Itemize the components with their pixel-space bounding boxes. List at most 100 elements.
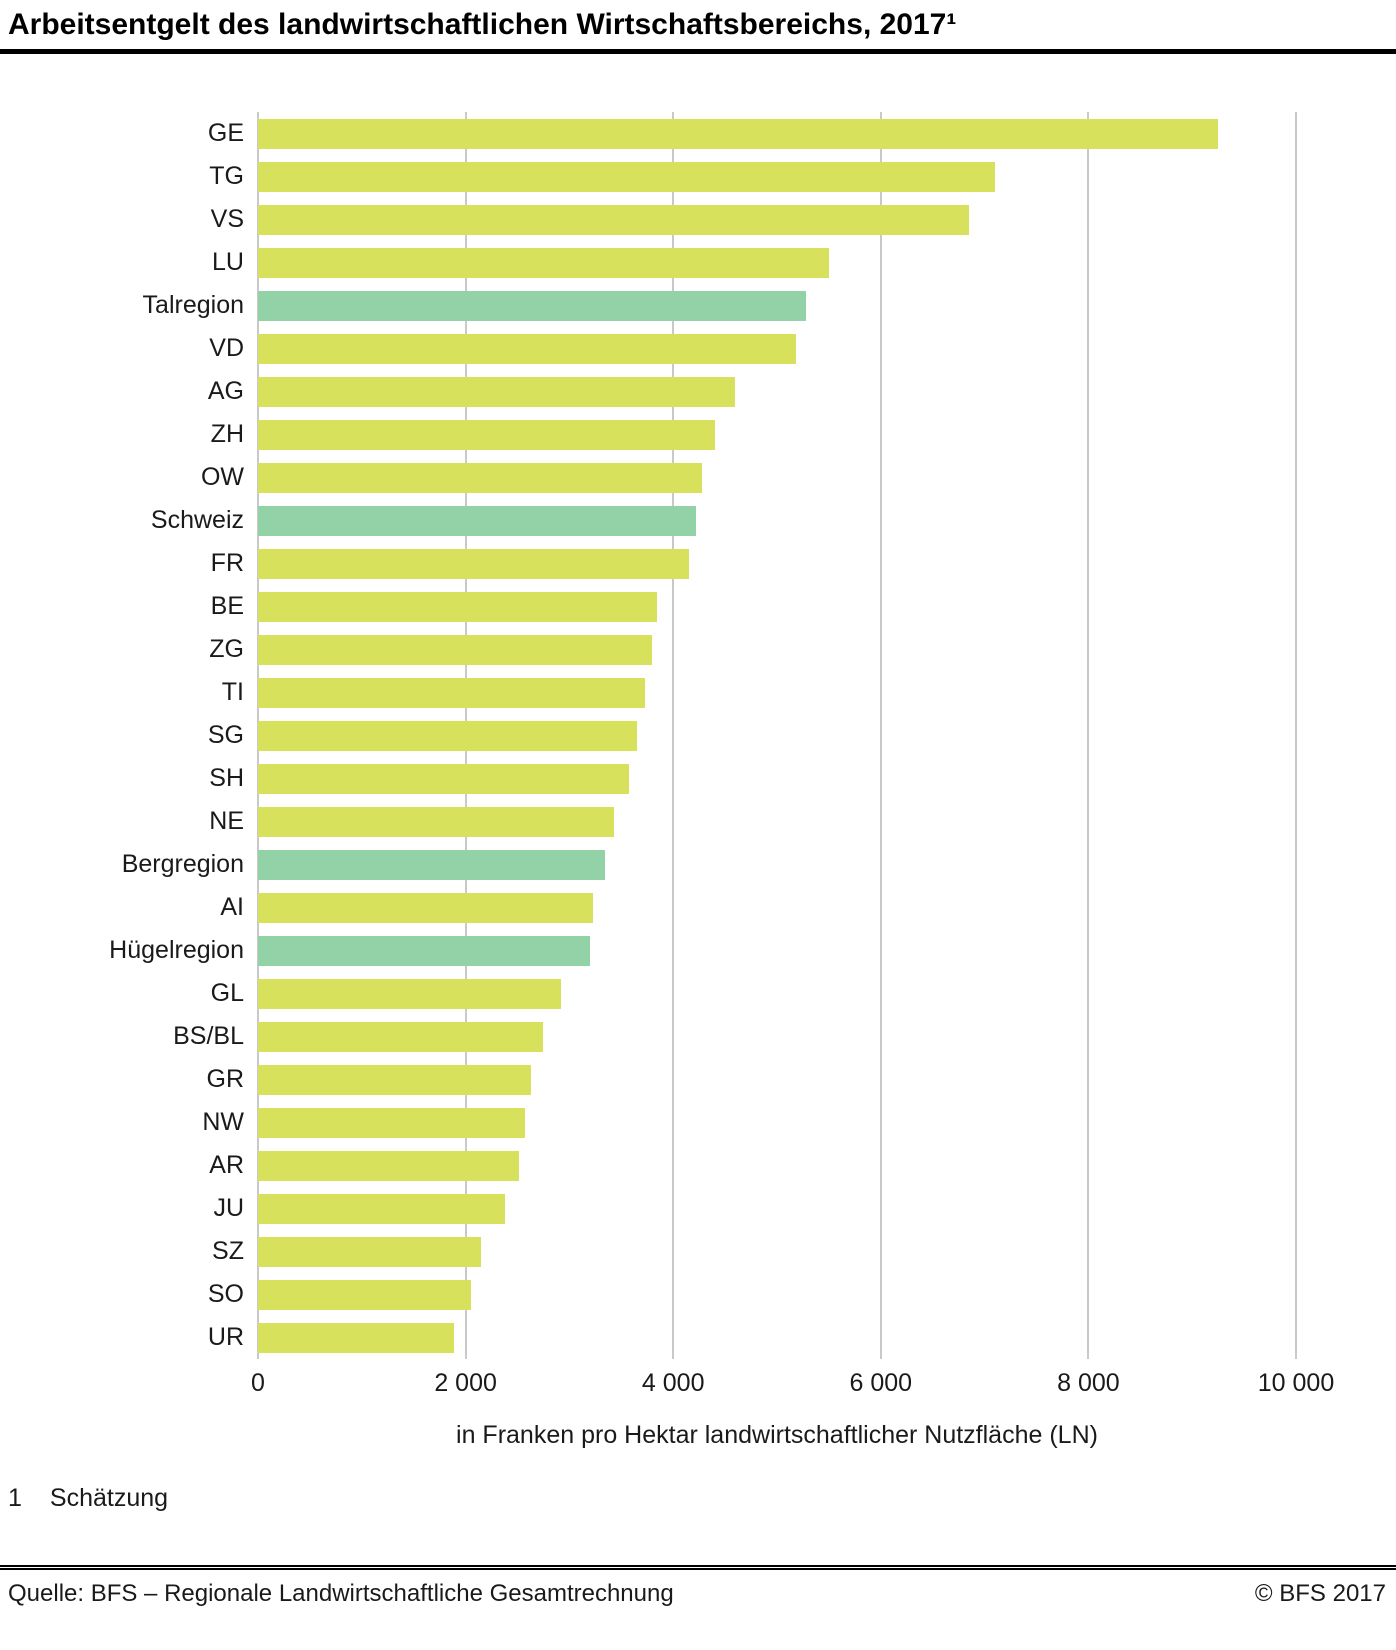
bar-row: AR xyxy=(10,1144,1296,1187)
bar-track xyxy=(258,1150,1296,1181)
category-label: NW xyxy=(202,1108,244,1136)
bar-track xyxy=(258,1279,1296,1310)
bar-track xyxy=(258,634,1296,665)
category-label: Bergregion xyxy=(121,850,244,878)
x-tick-label: 4 000 xyxy=(641,1369,705,1397)
bar xyxy=(258,247,829,278)
gridline xyxy=(1087,112,1090,1359)
bar-track xyxy=(258,720,1296,751)
category-label: UR xyxy=(207,1323,244,1351)
bar-track xyxy=(258,1107,1296,1138)
bar xyxy=(258,806,615,837)
bar-row: SO xyxy=(10,1273,1296,1316)
bar-track xyxy=(258,290,1296,321)
x-axis-label: in Franken pro Hektar landwirtschaftlich… xyxy=(456,1421,1098,1449)
bar-row: GL xyxy=(10,972,1296,1015)
category-label: GR xyxy=(206,1065,245,1093)
bar-row: Schweiz xyxy=(10,499,1296,542)
category-label: SH xyxy=(209,764,244,792)
bar-row: TI xyxy=(10,671,1296,714)
footnote-text: Schätzung xyxy=(49,1484,169,1512)
bar-track xyxy=(258,978,1296,1009)
category-label: Schweiz xyxy=(150,506,244,534)
x-axis-ticks: 0 2 000 4 000 6 000 8 000 10 000 xyxy=(251,1369,1334,1399)
bar-track xyxy=(258,1322,1296,1353)
gridline xyxy=(672,112,675,1359)
bar-row: AI xyxy=(10,886,1296,929)
bar xyxy=(258,763,629,794)
footnote-marker: 1 xyxy=(8,1484,22,1512)
plot-area: GE TG VS LU Talregion VD AG ZH OW Schweiz FR BE ZG TI… xyxy=(10,112,1297,1359)
gridline xyxy=(879,112,882,1359)
bar-chart: GE TG VS LU Talregion VD AG ZH OW Schweiz FR BE ZG TI… xyxy=(10,112,1334,1450)
x-tick-label: 2 000 xyxy=(434,1369,497,1397)
bar-track xyxy=(258,1236,1296,1267)
bar-row: FR xyxy=(10,542,1296,585)
category-label: BE xyxy=(210,592,244,620)
bar-track xyxy=(258,376,1296,407)
bar-track xyxy=(258,763,1296,794)
bar-row: GE xyxy=(10,112,1296,155)
title-divider xyxy=(0,49,1396,54)
bar-row: NE xyxy=(10,800,1296,843)
bar-track xyxy=(258,247,1296,278)
bar xyxy=(258,591,657,622)
bar-row: OW xyxy=(10,456,1296,499)
x-tick-label: 8 000 xyxy=(1057,1369,1120,1397)
copyright-text: © BFS 2017 xyxy=(1254,1580,1386,1607)
bar xyxy=(258,505,697,536)
bar xyxy=(258,1279,471,1310)
bar-track xyxy=(258,849,1296,880)
bar-row: SG xyxy=(10,714,1296,757)
bar-track xyxy=(258,419,1296,450)
bar-row: UR xyxy=(10,1316,1296,1359)
bar-track xyxy=(258,892,1296,923)
bar xyxy=(258,634,653,665)
category-label: AR xyxy=(209,1151,244,1179)
bar xyxy=(258,1322,455,1353)
bar-track xyxy=(258,677,1296,708)
category-label: JU xyxy=(213,1194,244,1222)
footnote: 1 Schätzung xyxy=(0,1484,1396,1513)
bar-track xyxy=(258,806,1296,837)
bar xyxy=(258,1193,506,1224)
category-label: GE xyxy=(207,119,244,147)
bar-row: AG xyxy=(10,370,1296,413)
bar-row: JU xyxy=(10,1187,1296,1230)
bar-track xyxy=(258,118,1296,149)
category-label: NE xyxy=(209,807,244,835)
bar-row: ZH xyxy=(10,413,1296,456)
bar xyxy=(258,333,796,364)
bar-track xyxy=(258,505,1296,536)
bar-row: ZG xyxy=(10,628,1296,671)
bar xyxy=(258,1064,531,1095)
bar-row: SZ xyxy=(10,1230,1296,1273)
category-label: AI xyxy=(220,893,244,921)
category-label: AG xyxy=(207,377,244,405)
bar xyxy=(258,935,591,966)
bar-row: Hügelregion xyxy=(10,929,1296,972)
footer: Quelle: BFS – Regionale Landwirtschaftli… xyxy=(0,1580,1396,1608)
category-label: VD xyxy=(209,334,244,362)
bar-row: Talregion xyxy=(10,284,1296,327)
bar xyxy=(258,1150,519,1181)
bar-row: GR xyxy=(10,1058,1296,1101)
bar-row: TG xyxy=(10,155,1296,198)
footer-divider xyxy=(0,1565,1396,1570)
bar-track xyxy=(258,548,1296,579)
gridline xyxy=(1295,112,1297,1359)
bar-row: VS xyxy=(10,198,1296,241)
bar-row: SH xyxy=(10,757,1296,800)
category-label: ZH xyxy=(210,420,244,448)
bar xyxy=(258,1236,482,1267)
category-label: LU xyxy=(212,248,244,276)
bar-track xyxy=(258,1021,1296,1052)
category-label: GL xyxy=(210,979,244,1007)
x-tick-label: 0 xyxy=(251,1369,265,1397)
bar xyxy=(258,204,970,235)
bar xyxy=(258,290,807,321)
bar-track xyxy=(258,333,1296,364)
category-label: TI xyxy=(221,678,244,706)
category-label: ZG xyxy=(209,635,244,663)
